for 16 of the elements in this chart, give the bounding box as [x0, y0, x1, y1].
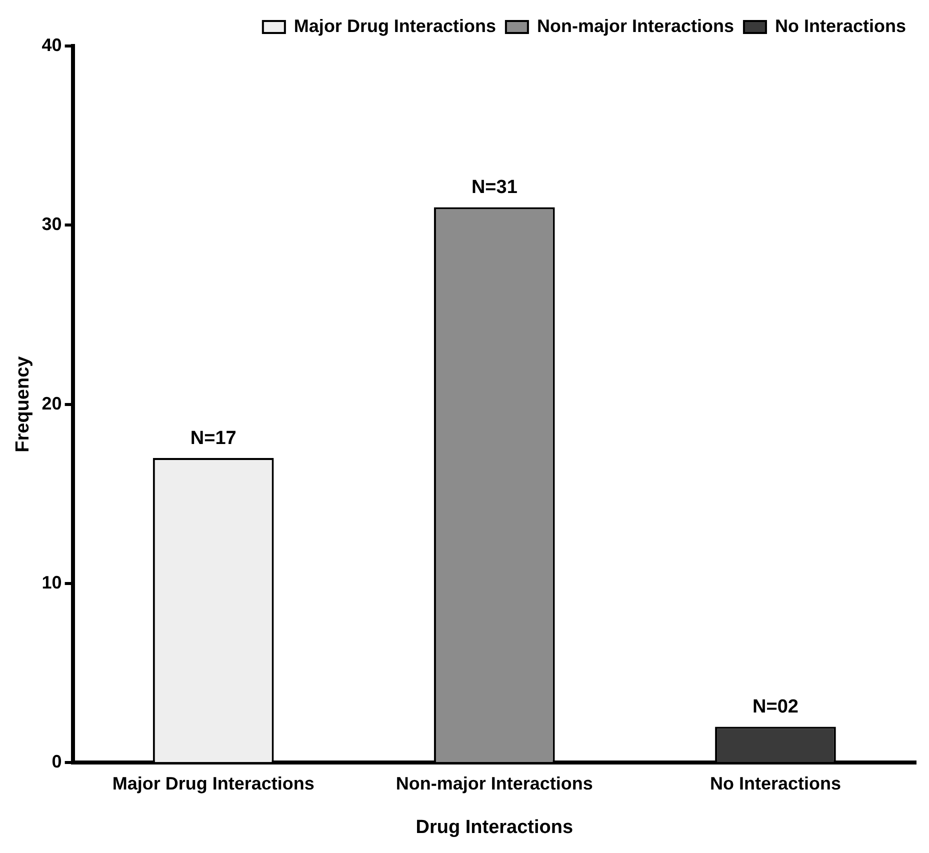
y-tick-label: 30: [42, 214, 62, 234]
x-tick-label: No Interactions: [710, 773, 841, 794]
legend-label: Non-major Interactions: [536, 16, 734, 36]
data-label: N=02: [752, 696, 798, 718]
legend-label: Major Drug Interactions: [294, 16, 496, 36]
x-tick-label: Non-major Interactions: [396, 773, 593, 794]
x-tick-label: Major Drug Interactions: [112, 773, 314, 794]
y-tick-label: 10: [42, 572, 62, 592]
data-label: N=17: [190, 428, 236, 449]
legend-label: No Interactions: [774, 16, 906, 36]
y-tick-label: 40: [42, 34, 62, 55]
x-axis-title: Drug Interactions: [416, 816, 574, 838]
y-axis-title: Frequency: [12, 356, 34, 452]
y-tick-label: 20: [42, 393, 62, 414]
y-tick-label: 0: [52, 752, 62, 772]
data-label: N=31: [471, 176, 518, 198]
